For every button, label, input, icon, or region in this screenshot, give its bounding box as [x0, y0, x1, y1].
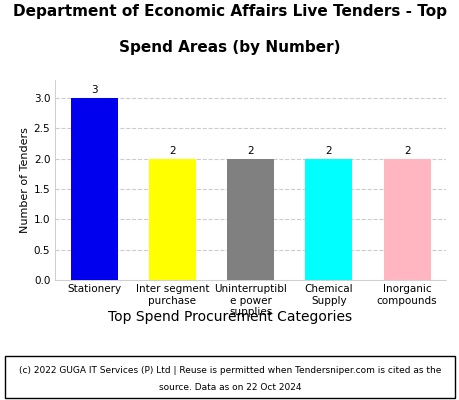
- Bar: [71, 98, 118, 280]
- Text: 2: 2: [247, 146, 253, 156]
- Bar: [305, 159, 352, 280]
- Text: 2: 2: [403, 146, 409, 156]
- Text: Top Spend Procurement Categories: Top Spend Procurement Categories: [108, 310, 351, 324]
- Bar: [227, 159, 274, 280]
- FancyBboxPatch shape: [5, 356, 454, 398]
- Y-axis label: Number of Tenders: Number of Tenders: [19, 127, 29, 233]
- Text: 2: 2: [325, 146, 331, 156]
- Text: Department of Economic Affairs Live Tenders - Top: Department of Economic Affairs Live Tend…: [13, 4, 446, 19]
- Bar: [383, 159, 430, 280]
- Text: Spend Areas (by Number): Spend Areas (by Number): [119, 40, 340, 55]
- Text: source. Data as on 22 Oct 2024: source. Data as on 22 Oct 2024: [158, 383, 301, 392]
- Text: 3: 3: [91, 85, 97, 95]
- Bar: [149, 159, 196, 280]
- Text: 2: 2: [169, 146, 175, 156]
- Text: (c) 2022 GUGA IT Services (P) Ltd | Reuse is permitted when Tendersniper.com is : (c) 2022 GUGA IT Services (P) Ltd | Reus…: [19, 366, 440, 374]
